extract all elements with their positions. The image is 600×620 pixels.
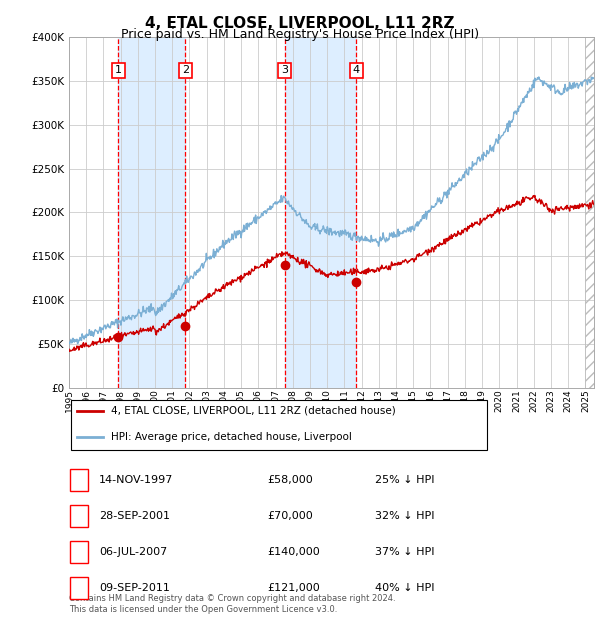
Text: 06-JUL-2007: 06-JUL-2007 <box>99 547 167 557</box>
Text: 2: 2 <box>182 66 189 76</box>
Text: 28-SEP-2001: 28-SEP-2001 <box>99 511 170 521</box>
Text: 2: 2 <box>76 511 83 521</box>
Text: 3: 3 <box>281 66 288 76</box>
Bar <box>284 37 356 387</box>
Text: 37% ↓ HPI: 37% ↓ HPI <box>375 547 434 557</box>
Text: HPI: Average price, detached house, Liverpool: HPI: Average price, detached house, Live… <box>111 432 352 442</box>
Text: 1: 1 <box>115 66 122 76</box>
FancyBboxPatch shape <box>71 400 487 450</box>
Bar <box>586 37 594 387</box>
Text: 4, ETAL CLOSE, LIVERPOOL, L11 2RZ (detached house): 4, ETAL CLOSE, LIVERPOOL, L11 2RZ (detac… <box>111 405 396 416</box>
Text: 4: 4 <box>76 583 83 593</box>
Text: 3: 3 <box>76 547 83 557</box>
Text: £58,000: £58,000 <box>267 475 313 485</box>
Bar <box>118 37 185 387</box>
Text: 14-NOV-1997: 14-NOV-1997 <box>99 475 173 485</box>
Text: 09-SEP-2011: 09-SEP-2011 <box>99 583 170 593</box>
Text: Contains HM Land Registry data © Crown copyright and database right 2024.
This d: Contains HM Land Registry data © Crown c… <box>69 595 395 614</box>
Text: 25% ↓ HPI: 25% ↓ HPI <box>375 475 434 485</box>
Text: £140,000: £140,000 <box>267 547 320 557</box>
Text: £70,000: £70,000 <box>267 511 313 521</box>
Text: 40% ↓ HPI: 40% ↓ HPI <box>375 583 434 593</box>
Text: 32% ↓ HPI: 32% ↓ HPI <box>375 511 434 521</box>
Text: 1: 1 <box>76 475 83 485</box>
Text: £121,000: £121,000 <box>267 583 320 593</box>
Text: 4: 4 <box>353 66 360 76</box>
Text: 4, ETAL CLOSE, LIVERPOOL, L11 2RZ: 4, ETAL CLOSE, LIVERPOOL, L11 2RZ <box>145 16 455 30</box>
Text: Price paid vs. HM Land Registry's House Price Index (HPI): Price paid vs. HM Land Registry's House … <box>121 28 479 41</box>
